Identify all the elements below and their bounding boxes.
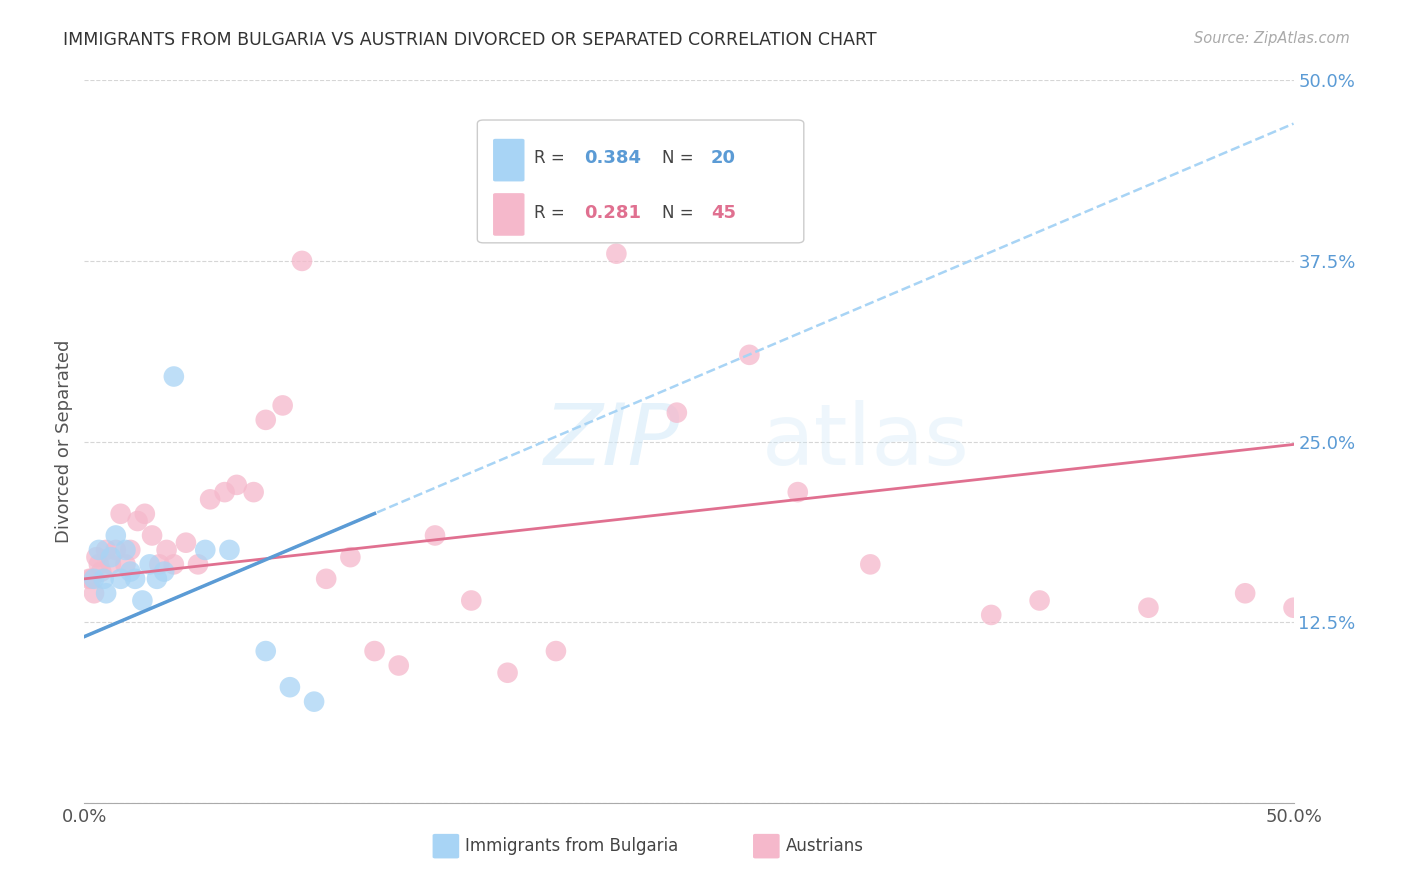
- Point: [153, 565, 176, 579]
- Text: N =: N =: [662, 149, 699, 168]
- Point: [388, 658, 411, 673]
- Point: [87, 558, 110, 572]
- Point: [83, 572, 105, 586]
- Point: [114, 558, 136, 572]
- Point: [120, 565, 142, 579]
- Text: N =: N =: [662, 203, 699, 221]
- Text: ZIP: ZIP: [544, 400, 681, 483]
- Point: [90, 565, 112, 579]
- Point: [496, 665, 519, 680]
- Point: [1028, 593, 1050, 607]
- Point: [339, 550, 361, 565]
- Point: [423, 528, 446, 542]
- Point: [163, 558, 186, 572]
- Point: [605, 246, 627, 260]
- Point: [242, 485, 264, 500]
- Text: IMMIGRANTS FROM BULGARIA VS AUSTRIAN DIVORCED OR SEPARATED CORRELATION CHART: IMMIGRANTS FROM BULGARIA VS AUSTRIAN DIV…: [63, 31, 877, 49]
- Point: [225, 478, 247, 492]
- Point: [114, 542, 136, 557]
- Point: [155, 542, 177, 557]
- Point: [86, 550, 108, 565]
- FancyBboxPatch shape: [494, 194, 524, 235]
- FancyBboxPatch shape: [754, 834, 780, 858]
- Point: [194, 542, 217, 557]
- Point: [110, 572, 132, 586]
- Point: [786, 485, 808, 500]
- FancyBboxPatch shape: [494, 139, 524, 181]
- Point: [218, 542, 240, 557]
- Text: 0.281: 0.281: [583, 203, 641, 221]
- Point: [100, 550, 122, 565]
- Point: [100, 558, 122, 572]
- Point: [127, 514, 149, 528]
- Point: [93, 572, 115, 586]
- Point: [1282, 600, 1305, 615]
- Point: [110, 507, 132, 521]
- Point: [80, 572, 103, 586]
- Point: [141, 528, 163, 542]
- Text: atlas: atlas: [762, 400, 970, 483]
- Text: 45: 45: [710, 203, 735, 221]
- Text: R =: R =: [534, 203, 571, 221]
- Point: [315, 572, 337, 586]
- Text: R =: R =: [534, 149, 571, 168]
- Point: [254, 413, 277, 427]
- Point: [254, 644, 277, 658]
- Point: [859, 558, 882, 572]
- Point: [291, 253, 314, 268]
- Text: Austrians: Austrians: [786, 838, 863, 855]
- Text: Source: ZipAtlas.com: Source: ZipAtlas.com: [1194, 31, 1350, 46]
- Point: [665, 406, 688, 420]
- Point: [1137, 600, 1160, 615]
- Point: [77, 572, 100, 586]
- Text: Immigrants from Bulgaria: Immigrants from Bulgaria: [465, 838, 679, 855]
- Point: [87, 542, 110, 557]
- Point: [134, 507, 156, 521]
- Text: 20: 20: [710, 149, 735, 168]
- Point: [124, 572, 146, 586]
- Point: [163, 369, 186, 384]
- Point: [460, 593, 482, 607]
- Point: [104, 528, 127, 542]
- Point: [187, 558, 209, 572]
- Text: 0.384: 0.384: [583, 149, 641, 168]
- Point: [278, 680, 301, 694]
- Point: [363, 644, 385, 658]
- Point: [302, 695, 325, 709]
- Point: [83, 586, 105, 600]
- Point: [1234, 586, 1257, 600]
- Point: [146, 572, 169, 586]
- Point: [271, 398, 294, 412]
- Point: [980, 607, 1002, 622]
- Point: [214, 485, 236, 500]
- Point: [104, 542, 127, 557]
- Point: [138, 558, 160, 572]
- Y-axis label: Divorced or Separated: Divorced or Separated: [55, 340, 73, 543]
- Point: [131, 593, 153, 607]
- Point: [94, 542, 117, 557]
- FancyBboxPatch shape: [478, 120, 804, 243]
- Point: [738, 348, 761, 362]
- Point: [94, 586, 117, 600]
- Point: [148, 558, 170, 572]
- Point: [120, 542, 142, 557]
- Point: [198, 492, 221, 507]
- Point: [544, 644, 567, 658]
- Point: [174, 535, 197, 549]
- FancyBboxPatch shape: [433, 834, 460, 858]
